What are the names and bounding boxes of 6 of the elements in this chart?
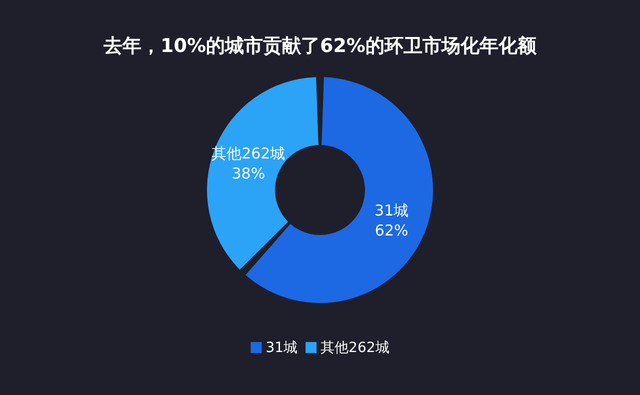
slice-label: 31城 (374, 201, 409, 220)
chart-title: 去年，10%的城市贡献了62%的环卫市场化年化额 (102, 35, 538, 57)
data-label: 62% (374, 221, 408, 240)
legend-label: 其他262城 (320, 340, 390, 356)
legend-label: 31城 (266, 340, 298, 356)
data-label: 38% (232, 164, 266, 183)
